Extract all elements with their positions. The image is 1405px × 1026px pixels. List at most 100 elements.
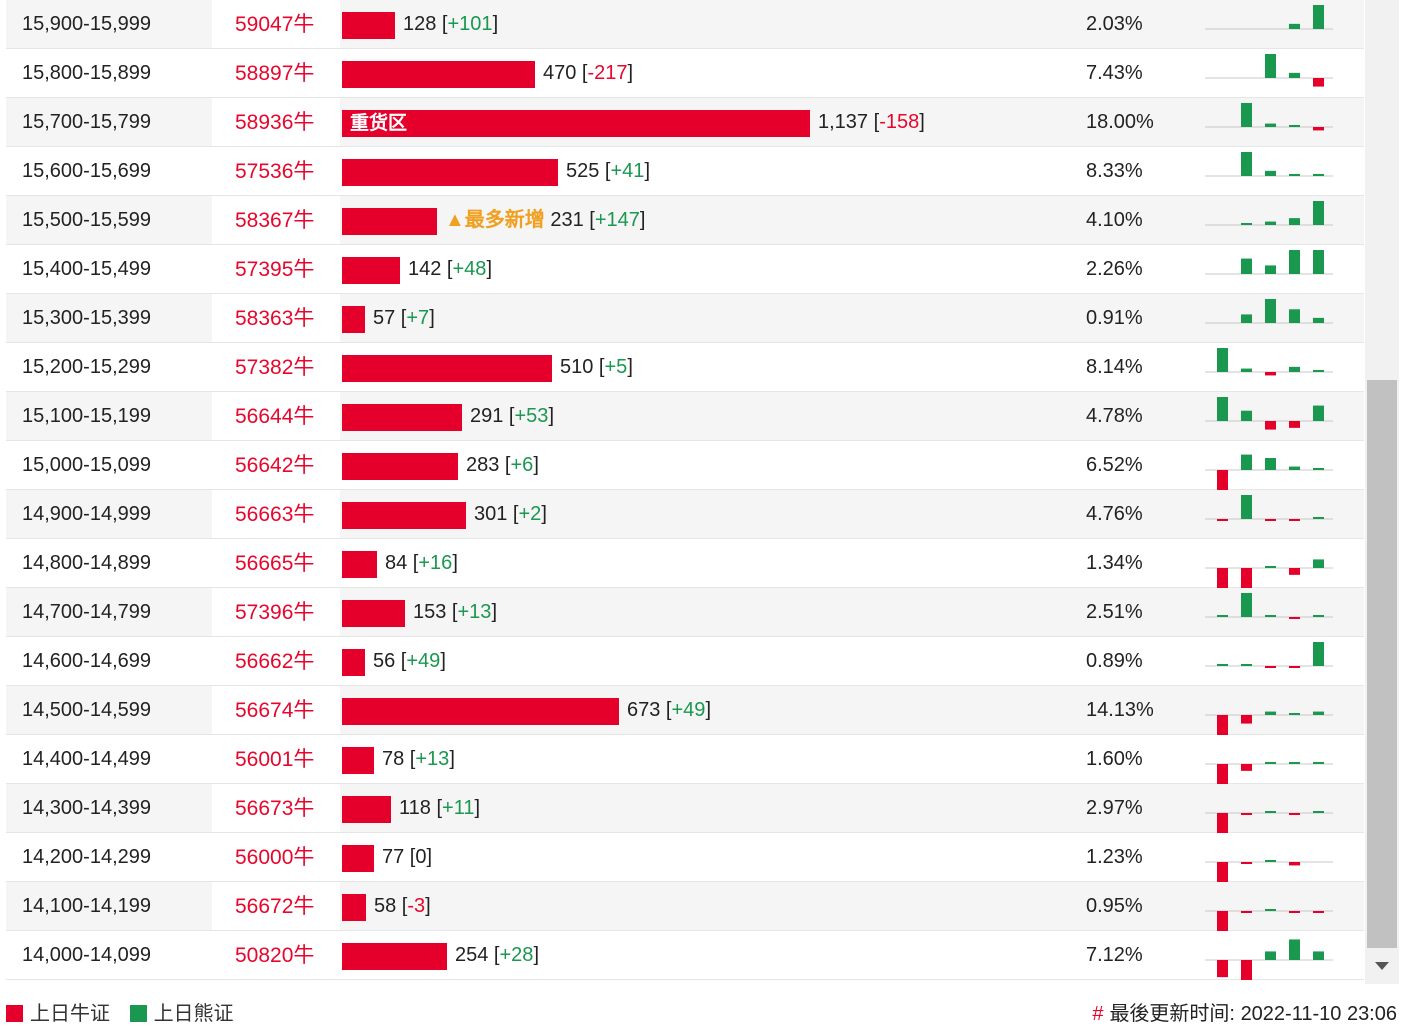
table-row[interactable]: 14,600-14,699 56662牛 56 [+49] 0.89%: [6, 637, 1364, 686]
sparkline-bar: [1217, 348, 1228, 372]
history-sparkline: [1205, 201, 1333, 226]
heavy-zone-label: 重货区: [350, 113, 408, 134]
table-row[interactable]: 14,200-14,299 56000牛 77 [0] 1.23%: [6, 833, 1364, 882]
warrant-code-link[interactable]: 56674牛: [235, 699, 315, 722]
warrant-code-link[interactable]: 58363牛: [235, 307, 315, 330]
warrant-code-link[interactable]: 59047牛: [235, 13, 315, 36]
table-row[interactable]: 15,800-15,899 58897牛 470 [-217] 7.43%: [6, 49, 1364, 98]
warrant-code-link[interactable]: 56673牛: [235, 797, 315, 820]
table-row[interactable]: 14,300-14,399 56673牛 118 [+11] 2.97%: [6, 784, 1364, 833]
percentage: 7.43%: [1086, 62, 1143, 84]
history-sparkline: [1205, 103, 1333, 131]
bar-area: 470 [-217]: [342, 49, 1072, 97]
warrant-code-link[interactable]: 56665牛: [235, 552, 315, 575]
table-row[interactable]: 15,200-15,299 57382牛 510 [+5] 8.14%: [6, 343, 1364, 392]
sparkline-bar: [1217, 470, 1228, 490]
sparkline-bar: [1241, 813, 1252, 815]
sparkline-bar: [1289, 617, 1300, 619]
bar-area: 283 [+6]: [342, 441, 1072, 489]
quantity-text: 525 [+41]: [566, 160, 650, 182]
percentage: 0.91%: [1086, 307, 1143, 329]
hash-icon: #: [1092, 1003, 1104, 1025]
table-row[interactable]: 15,900-15,999 59047牛 128 [+101] 2.03%: [6, 0, 1364, 49]
table-row[interactable]: 14,500-14,599 56674牛 673 [+49] 14.13%: [6, 686, 1364, 735]
sparkline-bar: [1313, 405, 1324, 421]
quantity-bar: [342, 502, 466, 529]
table-row[interactable]: 15,100-15,199 56644牛 291 [+53] 4.78%: [6, 392, 1364, 441]
quantity-bar: [342, 943, 447, 970]
table-row[interactable]: 15,600-15,699 57536牛 525 [+41] 8.33%: [6, 147, 1364, 196]
sparkline-bar: [1265, 265, 1276, 274]
quantity-delta: +48: [452, 258, 487, 280]
quantity-bar: [342, 61, 535, 88]
warrant-code-link[interactable]: 50820牛: [235, 944, 315, 967]
sparkline-bar: [1289, 519, 1300, 521]
sparkline-bar: [1289, 911, 1300, 913]
quantity-text: 291 [+53]: [470, 405, 554, 427]
percentage: 2.51%: [1086, 601, 1143, 623]
table-row[interactable]: 14,900-14,999 56663牛 301 [+2] 4.76%: [6, 490, 1364, 539]
table-row[interactable]: 15,000-15,099 56642牛 283 [+6] 6.52%: [6, 441, 1364, 490]
sparkline-bar: [1313, 811, 1324, 813]
quantity-text: 77 [0]: [382, 846, 433, 868]
quantity-text: ▲最多新增 231 [+147]: [445, 209, 646, 231]
table-row[interactable]: 15,700-15,799 58936牛 重货区 1,137 [-158] 18.00%: [6, 98, 1364, 147]
sparkline-bar: [1265, 54, 1276, 78]
warrant-code-link[interactable]: 56672牛: [235, 895, 315, 918]
table-row[interactable]: 15,300-15,399 58363牛 57 [+7] 0.91%: [6, 294, 1364, 343]
quantity-delta: 0: [415, 846, 427, 868]
sparkline-bar: [1241, 258, 1252, 274]
quantity-text: 510 [+5]: [560, 356, 633, 378]
quantity-text: 142 [+48]: [408, 258, 492, 280]
strike-range: 15,100-15,199: [22, 405, 152, 427]
quantity-delta: +41: [610, 160, 645, 182]
warrant-code-link[interactable]: 57396牛: [235, 601, 315, 624]
quantity-delta: +11: [442, 797, 475, 819]
bar-area: ▲最多新增 231 [+147]: [342, 196, 1072, 244]
sparkline-bar: [1265, 519, 1276, 521]
strike-range: 15,200-15,299: [22, 356, 152, 378]
history-sparkline: [1205, 250, 1333, 275]
sparkline-bar: [1217, 715, 1228, 735]
table-row[interactable]: 14,700-14,799 57396牛 153 [+13] 2.51%: [6, 588, 1364, 637]
quantity-value: 128: [403, 13, 437, 35]
scrollbar-thumb[interactable]: [1367, 380, 1397, 948]
sparkline-bar: [1313, 559, 1324, 568]
sparkline-bar: [1313, 127, 1324, 131]
sparkline-bar: [1265, 615, 1276, 617]
strike-range: 15,700-15,799: [22, 111, 152, 133]
table-row[interactable]: 15,400-15,499 57395牛 142 [+48] 2.26%: [6, 245, 1364, 294]
table-row[interactable]: 14,000-14,099 50820牛 254 [+28] 7.12%: [6, 931, 1364, 980]
vertical-scrollbar[interactable]: [1365, 0, 1399, 984]
warrant-code-link[interactable]: 56001牛: [235, 748, 315, 771]
quantity-value: 153: [413, 601, 447, 623]
table-row[interactable]: 14,100-14,199 56672牛 58 [-3] 0.95%: [6, 882, 1364, 931]
strike-range: 15,000-15,099: [22, 454, 152, 476]
history-sparkline: [1205, 909, 1333, 931]
table-row[interactable]: 15,500-15,599 58367牛 ▲最多新增 231 [+147] 4.10%: [6, 196, 1364, 245]
warrant-code-link[interactable]: 56662牛: [235, 650, 315, 673]
table-row[interactable]: 14,800-14,899 56665牛 84 [+16] 1.34%: [6, 539, 1364, 588]
quantity-delta: +6: [510, 454, 534, 476]
warrant-code-link[interactable]: 56642牛: [235, 454, 315, 477]
history-sparkline: [1205, 152, 1333, 177]
warrant-code-link[interactable]: 57536牛: [235, 160, 315, 183]
bar-area: 510 [+5]: [342, 343, 1072, 391]
warrant-code-link[interactable]: 58897牛: [235, 62, 315, 85]
scroll-down-arrow-icon[interactable]: [1375, 962, 1389, 970]
warrant-code-link[interactable]: 57382牛: [235, 356, 315, 379]
sparkline-bar: [1241, 862, 1252, 864]
sparkline-bar: [1289, 125, 1300, 127]
quantity-text: 254 [+28]: [455, 944, 539, 966]
last-updated-label: 最後更新时间:: [1109, 1003, 1235, 1025]
warrant-code-link[interactable]: 58936牛: [235, 111, 315, 134]
warrant-code-link[interactable]: 58367牛: [235, 209, 315, 232]
warrant-code-link[interactable]: 57395牛: [235, 258, 315, 281]
sparkline-bar: [1313, 370, 1324, 372]
sparkline-bar: [1241, 664, 1252, 666]
table-row[interactable]: 14,400-14,499 56001牛 78 [+13] 1.60%: [6, 735, 1364, 784]
warrant-code-link[interactable]: 56644牛: [235, 405, 315, 428]
bar-area: 58 [-3]: [342, 882, 1072, 930]
warrant-code-link[interactable]: 56663牛: [235, 503, 315, 526]
warrant-code-link[interactable]: 56000牛: [235, 846, 315, 869]
